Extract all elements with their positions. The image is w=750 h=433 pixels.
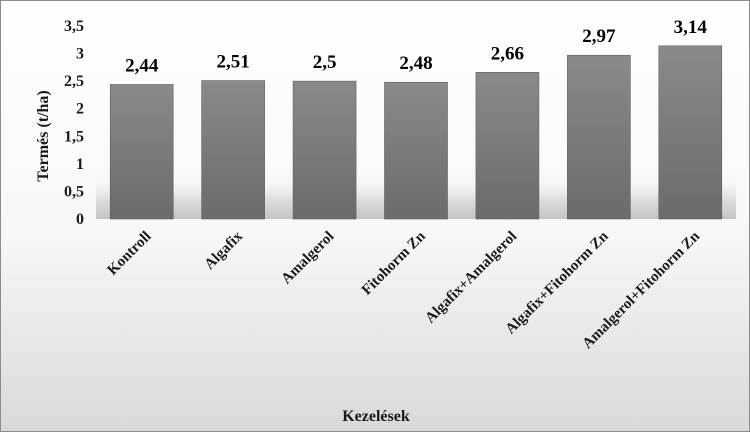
y-axis-title: Termés (t/ha)	[35, 90, 52, 181]
y-tick-label: 1,5	[64, 128, 84, 145]
y-tick-label: 0,5	[64, 183, 84, 200]
bar	[292, 80, 357, 220]
y-tick-label: 0	[76, 211, 84, 228]
data-label: 3,14	[674, 17, 708, 38]
bar	[567, 54, 631, 220]
y-tick-label: 3,5	[64, 18, 84, 35]
x-axis: Kontroll Algafix Amalgerol Fitohorm ZnAlgaf…	[105, 228, 704, 352]
y-axis: 0 0,5 1 1,5 2 2,5 3 3,5	[64, 18, 84, 228]
data-label: 2,44	[125, 55, 159, 76]
bar	[384, 81, 448, 220]
bar	[109, 84, 174, 220]
bar	[475, 72, 540, 220]
y-tick-label: 2,5	[64, 73, 84, 90]
x-tick-label: Amalgerol	[279, 229, 338, 288]
data-label: 2,66	[491, 43, 524, 64]
x-tick-label: Algafix	[202, 228, 247, 273]
data-label: 2,51	[217, 52, 250, 73]
data-labels: 2,44 2,51 2,5 2,48 2,66 2,97 3,14	[125, 17, 707, 77]
y-tick-label: 2	[76, 101, 84, 118]
x-tick-label: Algafix+Amalgerol	[422, 229, 520, 327]
bars	[109, 45, 723, 220]
x-tick-label: Kontroll	[105, 229, 155, 279]
data-label: 2,5	[313, 52, 337, 73]
bar	[201, 80, 265, 220]
bar	[658, 45, 723, 220]
data-label: 2,48	[399, 53, 432, 74]
y-tick-label: 3	[76, 46, 84, 63]
x-tick-label: Fitohorm Zn	[359, 228, 429, 298]
x-tick-label: Algafix+Fitohorm Zn	[503, 228, 612, 337]
y-tick-label: 1	[76, 156, 84, 173]
data-label: 2,97	[582, 26, 616, 47]
x-axis-title: Kezelések	[342, 408, 410, 425]
